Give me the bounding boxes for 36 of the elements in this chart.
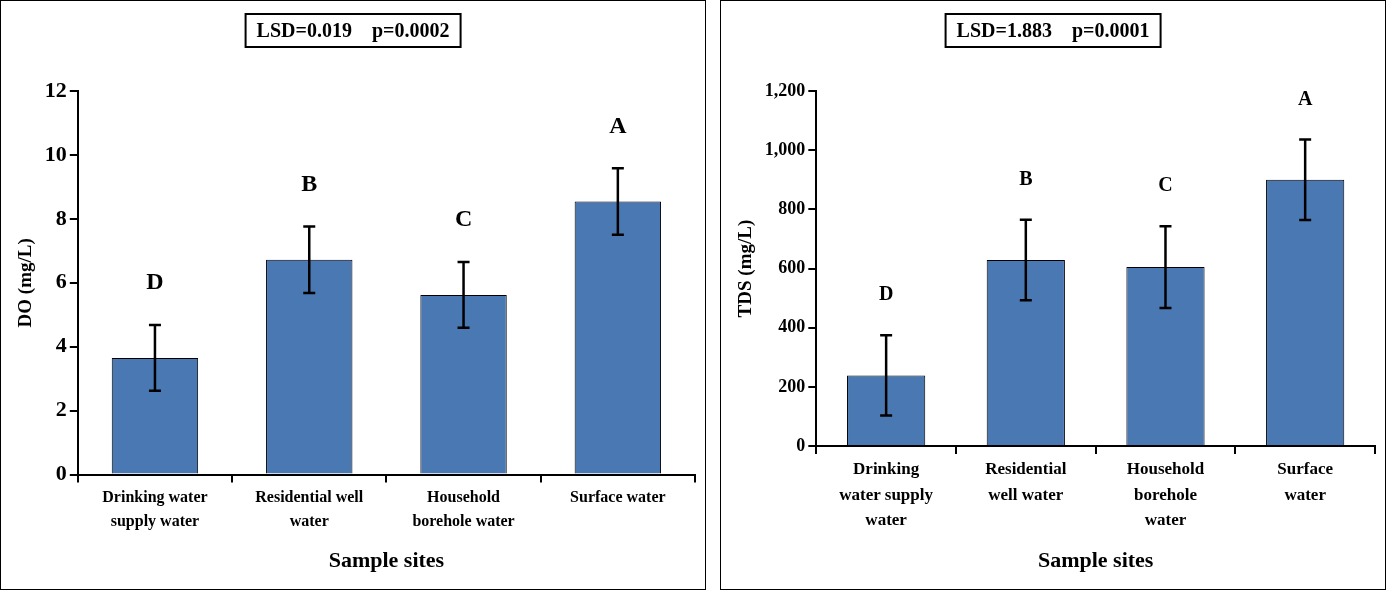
annotation: C — [1158, 173, 1173, 196]
y-tick-label: 800 — [778, 198, 806, 219]
y-tick-label: 8 — [55, 204, 67, 230]
y-tick-label: 0 — [796, 434, 806, 455]
annotation: D — [878, 282, 894, 305]
y-tick-label: 1,000 — [764, 138, 806, 159]
x-tick-label: Drinking water supply water — [102, 487, 208, 530]
x-tick-label: Household borehole water — [412, 487, 515, 529]
x-tick-label: Residential well water — [255, 487, 364, 529]
annotation: B — [1019, 166, 1033, 189]
y-axis-title: DO (mg/L) — [14, 238, 37, 328]
x-tick-label: Drinking water supply water — [839, 459, 934, 530]
y-tick-label: 12 — [44, 76, 67, 102]
x-tick-label: Household borehole water — [1126, 459, 1205, 530]
y-tick-label: 1,200 — [764, 79, 806, 100]
annotation: B — [301, 169, 318, 196]
annotation: A — [609, 111, 628, 138]
y-tick-label: 6 — [55, 268, 67, 294]
y-tick-label: 10 — [44, 140, 67, 166]
y-tick-label: 600 — [778, 257, 806, 278]
chart-title: LSD=1.883 p=0.0001 — [944, 13, 1162, 48]
y-tick-label: 400 — [778, 316, 806, 337]
chart-title: LSD=0.019 p=0.0002 — [244, 13, 462, 48]
x-axis-title: Sample sites — [1037, 547, 1154, 573]
x-tick-label: Residential well water — [985, 459, 1067, 504]
annotation: C — [454, 205, 473, 232]
x-tick-label: Surface water — [570, 487, 666, 505]
x-axis-title: Sample sites — [328, 547, 445, 573]
annotation: A — [1297, 86, 1313, 109]
y-tick-label: 4 — [55, 332, 67, 358]
y-axis-title: TDS (mg/L) — [734, 219, 757, 318]
y-tick-label: 2 — [55, 396, 67, 422]
y-tick-label: 200 — [778, 375, 806, 396]
x-tick-label: Surface water — [1277, 459, 1334, 504]
annotation: D — [146, 268, 164, 295]
y-tick-label: 0 — [55, 460, 67, 486]
